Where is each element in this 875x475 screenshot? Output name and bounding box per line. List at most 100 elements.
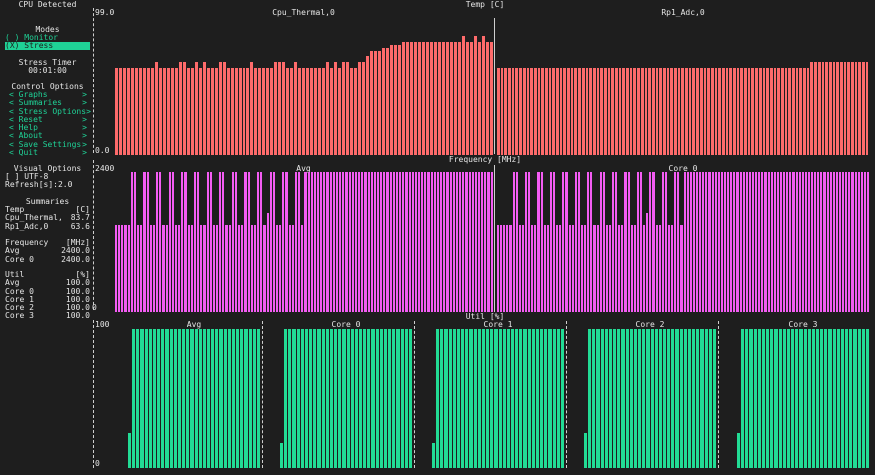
chart-bar xyxy=(638,329,642,468)
chart-bar xyxy=(814,172,817,312)
chart-bar xyxy=(386,172,389,312)
chart-bar xyxy=(626,67,629,155)
chart-bar xyxy=(741,329,745,468)
menu-item-quit[interactable]: < Quit > xyxy=(9,148,87,157)
chart-bar xyxy=(453,41,457,155)
chart-bar xyxy=(523,329,527,468)
chart-bar xyxy=(683,329,687,468)
chart-bar xyxy=(643,224,646,312)
control-options-menu: < Graphs > < Summaries > < Stress Options >… xyxy=(9,90,91,157)
chart-bar xyxy=(469,41,473,155)
chart-bar xyxy=(198,67,202,155)
menu-item-label: < Help xyxy=(9,123,38,133)
chart-bar xyxy=(211,329,215,468)
chart-bar xyxy=(325,329,329,468)
chart-bar xyxy=(534,224,537,312)
chart-bar xyxy=(441,41,445,155)
chart-bar xyxy=(448,329,452,468)
utf8-checkbox[interactable]: [ ] UTF-8 xyxy=(5,172,49,181)
chart-bar xyxy=(288,224,291,312)
chart-bar xyxy=(509,224,512,312)
chart-bar xyxy=(592,329,596,468)
chart-bar xyxy=(457,41,461,155)
chart-bar xyxy=(446,172,449,312)
chart-bar xyxy=(226,67,230,155)
chart-bar xyxy=(857,172,860,312)
menu-item-stress-options[interactable]: < Stress Options > xyxy=(9,107,91,116)
chart-bar xyxy=(685,67,688,155)
mode-stress-radio[interactable]: (X) Stress xyxy=(5,41,90,51)
menu-item-save-settings[interactable]: < Save Settings > xyxy=(9,140,87,149)
chart-bar xyxy=(490,172,493,312)
refresh-rate-field[interactable]: Refresh[s]:2.0 xyxy=(5,180,73,189)
chart-bar xyxy=(578,67,581,155)
menu-item-help[interactable]: < Help > xyxy=(9,123,87,133)
chart-bar xyxy=(395,172,399,312)
chart-bar xyxy=(740,67,744,155)
chart-bar xyxy=(689,172,692,312)
chart-bar xyxy=(779,172,783,312)
chart-bar xyxy=(140,329,144,468)
chart-bar xyxy=(613,329,617,468)
chart-bar xyxy=(436,172,440,312)
chart-bar xyxy=(696,67,699,155)
menu-item-reset[interactable]: < Reset > xyxy=(9,115,87,124)
chart-bar xyxy=(388,329,392,468)
temp-summary-row: Cpu_Thermal, 83.7 xyxy=(5,213,90,222)
chart-bar xyxy=(751,172,755,312)
chart-bar xyxy=(440,329,444,468)
chart-bar xyxy=(580,224,584,312)
chart-bar xyxy=(789,172,792,312)
chart-bar xyxy=(745,329,749,468)
chart-bar xyxy=(481,329,486,468)
chart-bar xyxy=(766,67,769,155)
chart-bar xyxy=(346,62,350,155)
chart-bar xyxy=(677,67,681,155)
core-name: Core 2 xyxy=(5,303,34,313)
chart-bar xyxy=(674,67,677,155)
chevron-right-icon: > xyxy=(82,98,87,108)
chart-bar xyxy=(306,67,310,155)
chart-bar xyxy=(849,329,853,468)
chart-bar xyxy=(363,329,367,468)
chart-bar xyxy=(411,172,414,312)
mode-monitor-radio[interactable]: ( ) Monitor xyxy=(5,33,58,42)
chart-bar xyxy=(671,329,675,468)
chart-bar xyxy=(714,67,718,155)
chart-bar xyxy=(615,172,618,312)
freq-summary-unit: [MHz] xyxy=(65,238,90,247)
chart-bar xyxy=(159,172,162,312)
freq-summary-header: Frequency [MHz] xyxy=(5,238,90,247)
chart-bar xyxy=(758,67,762,155)
chart-bar xyxy=(563,67,567,155)
chart-bar xyxy=(334,329,338,468)
chart-bar xyxy=(851,62,854,155)
chart-bar xyxy=(168,172,171,312)
chart-bar xyxy=(187,224,190,312)
sidebar-separator xyxy=(93,320,94,468)
chart-bar xyxy=(405,172,408,312)
chart-bar xyxy=(552,67,555,155)
chart-bar xyxy=(425,41,429,155)
chart-bar xyxy=(810,62,814,155)
chart-bar xyxy=(309,329,313,468)
chart-bar xyxy=(727,172,730,312)
chart-bar xyxy=(708,329,712,468)
chart-bar xyxy=(385,47,389,155)
chart-bar xyxy=(494,329,498,468)
chart-bar xyxy=(633,67,637,155)
chart-bar xyxy=(158,67,162,155)
menu-item-summaries[interactable]: < Summaries > xyxy=(9,98,87,108)
chart-bar xyxy=(786,329,791,468)
chart-bar xyxy=(190,67,194,155)
chart-bar xyxy=(358,62,362,155)
chart-bar xyxy=(655,224,658,312)
menu-item-graphs[interactable]: < Graphs > xyxy=(9,90,87,99)
core-value: 2400.0 xyxy=(61,254,90,264)
chart-bar xyxy=(332,172,335,312)
chart-bar xyxy=(803,67,806,155)
chart-bar xyxy=(552,172,556,312)
menu-item-about[interactable]: < About > xyxy=(9,132,87,141)
chart-bar xyxy=(286,67,290,155)
chart-bar xyxy=(228,224,231,312)
